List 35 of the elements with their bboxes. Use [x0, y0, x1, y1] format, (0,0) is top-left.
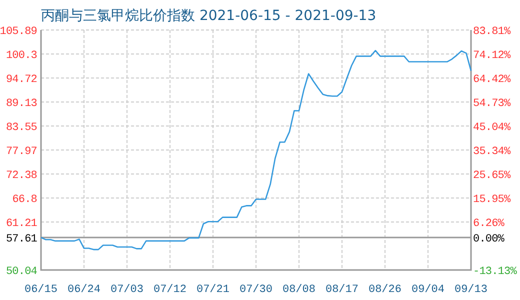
y2-tick-label: 64.42% [473, 74, 512, 86]
y2-tick-label: 83.81% [473, 26, 512, 38]
y-tick-label: 77.97 [6, 146, 37, 158]
line-series [40, 50, 472, 250]
y-tick-label: 61.21 [6, 218, 38, 230]
y2-tick-label: 0.00% [473, 233, 505, 246]
y2-tick-label: 54.73% [473, 98, 512, 110]
y-tick-label: 66.8 [12, 194, 37, 206]
y2-tick-label: 74.12% [473, 50, 512, 62]
chart-title: 丙酮与三氯甲烷比价指数 2021-06-15 - 2021-09-13 [41, 8, 376, 24]
x-tick-label: 09/13 [454, 284, 488, 296]
x-tick-label: 06/24 [67, 284, 101, 296]
y2-tick-label: 35.34% [473, 146, 512, 158]
y-tick-label: 105.89 [0, 26, 37, 38]
x-tick-label: 08/08 [282, 284, 316, 296]
y2-tick-label: 45.04% [473, 122, 512, 134]
y-tick-label: 50.04 [6, 266, 38, 278]
y-tick-label: 94.72 [6, 74, 37, 86]
x-tick-label: 07/21 [196, 284, 230, 296]
y-tick-label: 72.38 [6, 170, 37, 182]
x-tick-label: 09/04 [411, 284, 445, 296]
y-tick-label: 57.61 [6, 233, 38, 246]
y-tick-label: 100.3 [6, 50, 37, 62]
x-tick-label: 07/03 [110, 284, 144, 296]
y2-tick-label: 15.95% [473, 194, 512, 206]
x-tick-label: 06/15 [24, 284, 58, 296]
y2-tick-label: 25.65% [473, 170, 512, 182]
x-tick-label: 07/30 [239, 284, 273, 296]
y2-tick-label: 6.26% [473, 218, 505, 230]
y2-tick-label: -13.13% [473, 266, 518, 278]
y-tick-label: 89.13 [6, 98, 37, 110]
x-tick-label: 08/17 [325, 284, 359, 296]
x-tick-label: 07/12 [153, 284, 187, 296]
x-tick-label: 08/26 [368, 284, 402, 296]
y-tick-label: 83.55 [6, 122, 37, 134]
